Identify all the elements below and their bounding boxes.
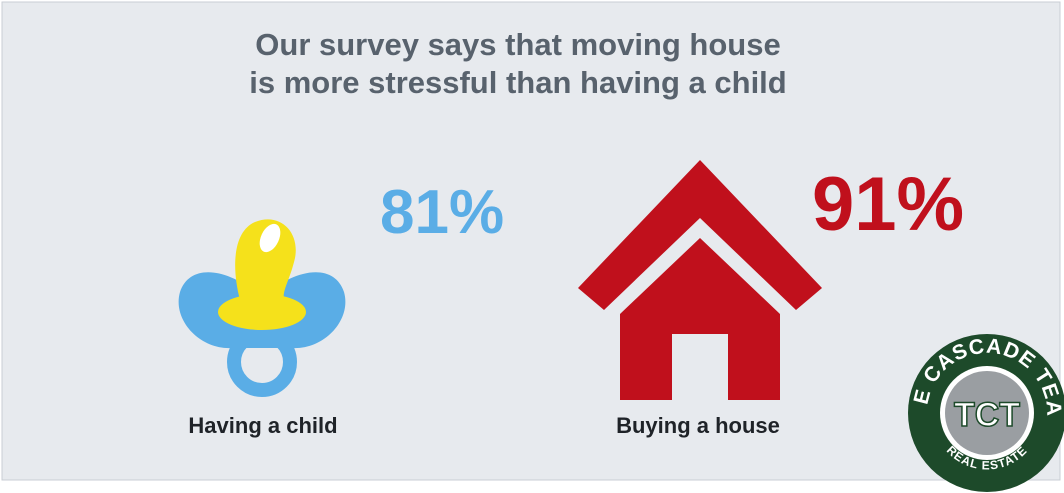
item-label: Having a child — [188, 413, 337, 438]
house-icon — [578, 160, 822, 400]
percent-value: 81% — [380, 178, 504, 247]
pacifier-icon — [178, 219, 346, 397]
item-label: Buying a house — [616, 413, 780, 438]
logo-monogram: TCT — [954, 396, 1020, 434]
title-line: Our survey says that moving house — [255, 27, 780, 62]
title-line: is more stressful than having a child — [249, 65, 786, 100]
background-panel — [1, 1, 1061, 481]
percent-value: 91% — [812, 162, 964, 247]
